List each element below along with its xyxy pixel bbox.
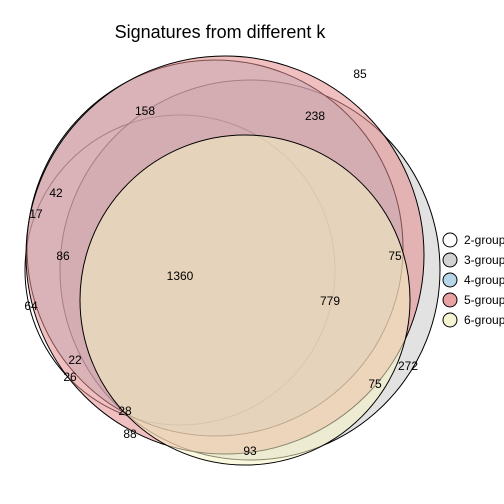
legend-swatch: [443, 293, 457, 307]
legend-label: 3-group: [464, 253, 504, 267]
region-count: 28: [118, 404, 132, 418]
region-count: 272: [398, 359, 418, 373]
legend-swatch: [443, 313, 457, 327]
region-count: 75: [388, 249, 402, 263]
legend-label: 4-group: [464, 273, 504, 287]
venn-sets: [25, 56, 440, 465]
legend-item-g2: 2-group: [443, 233, 504, 247]
region-count: 22: [68, 353, 82, 367]
region-count: 85: [353, 67, 367, 81]
region-count: 17: [29, 207, 43, 221]
legend-swatch: [443, 253, 457, 267]
legend-swatch: [443, 233, 457, 247]
legend: 2-group 3-group 4-group 5-group 6-group: [443, 233, 504, 327]
region-count: 75: [368, 377, 382, 391]
legend-item-g6: 6-group: [443, 313, 504, 327]
chart-title: Signatures from different k: [115, 22, 327, 42]
legend-label: 5-group: [464, 293, 504, 307]
region-count: 86: [56, 249, 70, 263]
venn-diagram: Signatures from different k 1360 779 238 15…: [0, 0, 504, 504]
legend-item-g5: 5-group: [443, 293, 504, 307]
region-count: 64: [24, 299, 38, 313]
legend-label: 2-group: [464, 233, 504, 247]
region-count: 93: [243, 444, 257, 458]
region-count: 88: [123, 427, 137, 441]
region-count: 158: [135, 104, 155, 118]
region-count: 42: [49, 186, 63, 200]
legend-label: 6-group: [464, 313, 504, 327]
region-count: 1360: [167, 269, 194, 283]
region-count: 238: [305, 109, 325, 123]
legend-item-g4: 4-group: [443, 273, 504, 287]
region-count: 26: [63, 370, 77, 384]
legend-item-g3: 3-group: [443, 253, 504, 267]
legend-swatch: [443, 273, 457, 287]
region-count: 779: [320, 294, 340, 308]
